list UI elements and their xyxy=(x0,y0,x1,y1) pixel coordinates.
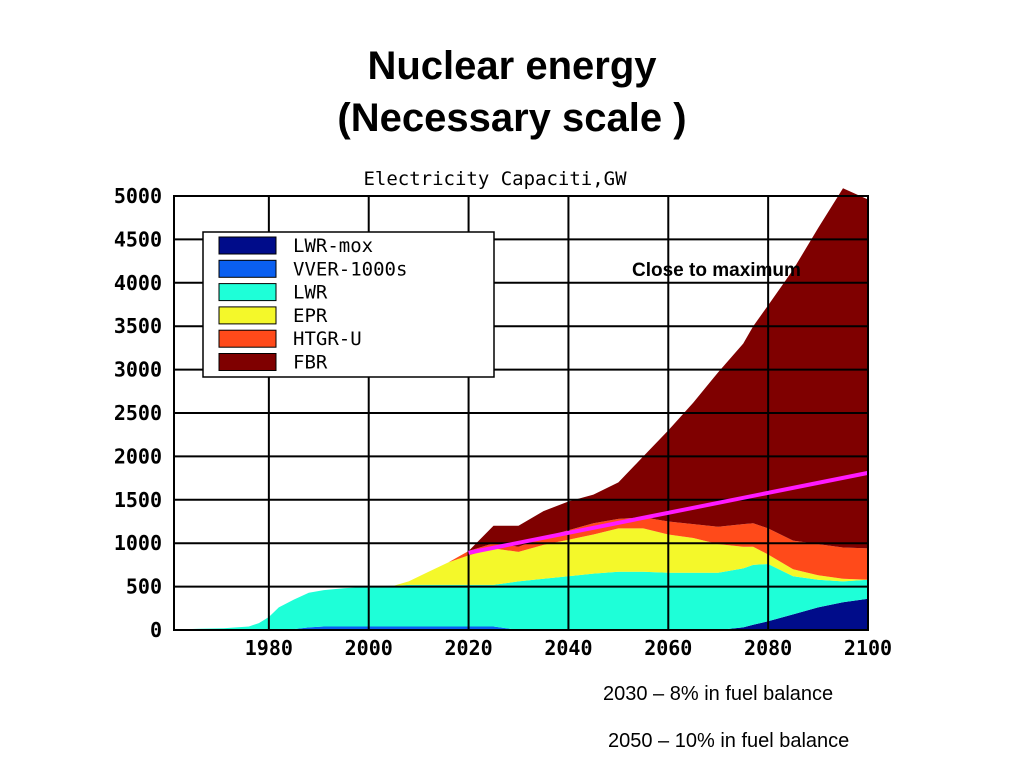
y-tick-label-3000: 3000 xyxy=(114,358,162,382)
area-epr xyxy=(174,528,868,630)
note-2030: 2030 – 8% in fuel balance xyxy=(603,683,834,705)
y-tick-label-2500: 2500 xyxy=(114,401,162,425)
y-tick-label-4500: 4500 xyxy=(114,227,162,251)
annotation-close-to-maximum: Close to maximum xyxy=(632,260,801,281)
y-tick-label-2000: 2000 xyxy=(114,444,162,468)
legend-swatch-htgr-u xyxy=(218,329,277,348)
legend-swatch-lwr xyxy=(218,283,277,302)
area-lwr xyxy=(174,564,868,630)
slide-title: Nuclear energy (Necessary scale ) xyxy=(0,40,1024,144)
title-line-1: Nuclear energy xyxy=(367,44,657,88)
legend-label-fbr: FBR xyxy=(293,352,328,374)
legend-label-vver-1000s: VVER-1000s xyxy=(293,258,407,280)
legend-box xyxy=(202,231,495,378)
y-tick-label-1500: 1500 xyxy=(114,488,162,512)
x-tick-label-1980: 1980 xyxy=(245,636,293,660)
y-tick-label-5000: 5000 xyxy=(114,184,162,208)
x-tick-label-2100: 2100 xyxy=(844,636,892,660)
x-axis: 1980 2000 2020 2040 2060 2080 2100 xyxy=(245,636,892,660)
legend-swatch-fbr xyxy=(218,353,277,371)
y-tick-label-0: 0 xyxy=(150,618,162,642)
reference-line xyxy=(468,470,869,555)
stacked-areas xyxy=(174,188,868,630)
legend-label-lwr: LWR xyxy=(293,282,328,304)
x-tick-label-2060: 2060 xyxy=(644,636,692,660)
legend-swatch-lwr-mox xyxy=(218,236,277,255)
legend-label-epr: EPR xyxy=(293,305,328,327)
y-tick-label-3500: 3500 xyxy=(114,314,162,338)
y-tick-label-1000: 1000 xyxy=(114,531,162,555)
chart-title: Electricity Capaciti,GW xyxy=(363,168,627,190)
area-fbr xyxy=(174,188,868,630)
x-tick-label-2040: 2040 xyxy=(544,636,592,660)
area-lwr-mox xyxy=(174,598,868,630)
y-axis: 0 500 1000 1500 2000 2500 3000 3500 4000 4500 5000 xyxy=(114,184,162,642)
plot-frame xyxy=(173,195,869,631)
legend-swatch-vver-1000s xyxy=(218,259,277,278)
x-tick-label-2000: 2000 xyxy=(345,636,393,660)
note-2050: 2050 – 10% in fuel balance xyxy=(608,730,850,752)
legend-swatch-epr xyxy=(218,306,277,325)
x-tick-label-2080: 2080 xyxy=(744,636,792,660)
y-tick-label-500: 500 xyxy=(126,575,162,599)
x-tick-label-2020: 2020 xyxy=(444,636,492,660)
legend-label-htgr-u: HTGR-U xyxy=(293,328,362,350)
title-line-2: (Necessary scale ) xyxy=(337,96,687,140)
reference-line-layer xyxy=(468,470,869,555)
y-tick-label-4000: 4000 xyxy=(114,271,162,295)
legend-label-lwr-mox: LWR-mox xyxy=(293,235,373,257)
